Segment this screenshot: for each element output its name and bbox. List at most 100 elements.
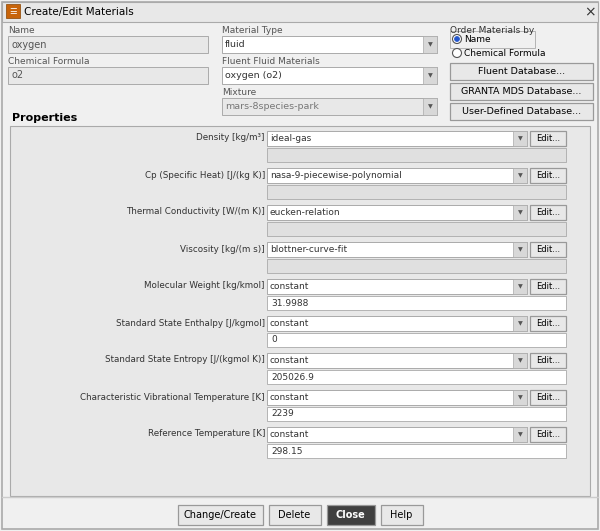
Text: ▼: ▼ bbox=[428, 104, 433, 109]
Text: 298.15: 298.15 bbox=[271, 447, 302, 456]
Text: Properties: Properties bbox=[12, 113, 77, 123]
Text: Help: Help bbox=[391, 510, 413, 520]
Text: nasa-9-piecewise-polynomial: nasa-9-piecewise-polynomial bbox=[270, 171, 402, 180]
Text: fluid: fluid bbox=[225, 40, 245, 49]
Text: eucken-relation: eucken-relation bbox=[270, 208, 341, 217]
Bar bbox=[267, 222, 566, 236]
Bar bbox=[530, 316, 566, 331]
Text: Molecular Weight [kg/kmol]: Molecular Weight [kg/kmol] bbox=[145, 281, 265, 290]
Text: oxygen (o2): oxygen (o2) bbox=[225, 71, 282, 80]
Text: Name: Name bbox=[8, 26, 35, 35]
Circle shape bbox=[455, 37, 460, 41]
Text: Chemical Formula: Chemical Formula bbox=[464, 48, 545, 57]
Text: ▼: ▼ bbox=[518, 210, 523, 215]
Bar bbox=[267, 279, 527, 294]
Bar bbox=[267, 390, 527, 405]
Bar bbox=[267, 148, 566, 162]
Text: ▼: ▼ bbox=[518, 247, 523, 252]
Text: ▼: ▼ bbox=[518, 321, 523, 326]
Bar bbox=[513, 205, 527, 220]
Text: constant: constant bbox=[270, 356, 310, 365]
Bar bbox=[10, 126, 590, 496]
Circle shape bbox=[452, 35, 461, 44]
Text: constant: constant bbox=[270, 282, 310, 291]
Text: Standard State Entropy [J/(kgmol K)]: Standard State Entropy [J/(kgmol K)] bbox=[105, 355, 265, 364]
Text: Fluent Database...: Fluent Database... bbox=[478, 67, 565, 76]
Text: Edit...: Edit... bbox=[536, 319, 560, 328]
Bar bbox=[267, 353, 527, 368]
Text: ▼: ▼ bbox=[518, 395, 523, 400]
Bar bbox=[326, 505, 374, 525]
Bar bbox=[267, 444, 566, 458]
Text: 0: 0 bbox=[271, 336, 277, 345]
Text: Chemical Formula: Chemical Formula bbox=[8, 57, 89, 66]
Bar bbox=[530, 279, 566, 294]
Bar bbox=[222, 98, 437, 115]
Bar bbox=[513, 242, 527, 257]
Bar bbox=[513, 427, 527, 442]
Text: ▼: ▼ bbox=[428, 42, 433, 47]
Text: o2: o2 bbox=[12, 71, 24, 81]
Text: Viscosity [kg/(m s)]: Viscosity [kg/(m s)] bbox=[180, 244, 265, 253]
Text: Standard State Enthalpy [J/kgmol]: Standard State Enthalpy [J/kgmol] bbox=[116, 319, 265, 328]
Bar bbox=[513, 131, 527, 146]
Bar bbox=[267, 185, 566, 199]
Bar bbox=[530, 131, 566, 146]
Bar bbox=[513, 390, 527, 405]
Text: Characteristic Vibrational Temperature [K]: Characteristic Vibrational Temperature [… bbox=[80, 392, 265, 401]
Bar bbox=[267, 242, 527, 257]
Text: Thermal Conductivity [W/(m K)]: Thermal Conductivity [W/(m K)] bbox=[126, 208, 265, 217]
Bar bbox=[530, 353, 566, 368]
Text: Reference Temperature [K]: Reference Temperature [K] bbox=[148, 430, 265, 439]
Text: Density [kg/m³]: Density [kg/m³] bbox=[197, 133, 265, 142]
Bar bbox=[423, 36, 437, 53]
Text: 205026.9: 205026.9 bbox=[271, 373, 314, 381]
Bar bbox=[222, 67, 437, 84]
Text: Edit...: Edit... bbox=[536, 171, 560, 180]
Text: Fluent Fluid Materials: Fluent Fluid Materials bbox=[222, 57, 320, 66]
Text: Delete: Delete bbox=[278, 510, 311, 520]
Text: Edit...: Edit... bbox=[536, 208, 560, 217]
Circle shape bbox=[452, 48, 461, 57]
Bar bbox=[269, 505, 320, 525]
Bar bbox=[222, 36, 437, 53]
Bar bbox=[267, 333, 566, 347]
Text: Name: Name bbox=[464, 35, 491, 44]
Text: 31.9988: 31.9988 bbox=[271, 298, 308, 307]
Text: ▼: ▼ bbox=[518, 432, 523, 437]
Bar bbox=[423, 98, 437, 115]
Bar bbox=[267, 316, 527, 331]
Bar bbox=[450, 31, 535, 48]
Text: GRANTA MDS Database...: GRANTA MDS Database... bbox=[461, 87, 581, 96]
Bar bbox=[8, 67, 208, 84]
Text: Edit...: Edit... bbox=[536, 134, 560, 143]
Bar bbox=[513, 353, 527, 368]
Text: Edit...: Edit... bbox=[536, 356, 560, 365]
Bar bbox=[530, 168, 566, 183]
Text: constant: constant bbox=[270, 430, 310, 439]
Text: Change/Create: Change/Create bbox=[184, 510, 257, 520]
Bar bbox=[450, 83, 593, 100]
Text: ▼: ▼ bbox=[428, 73, 433, 78]
Text: Mixture: Mixture bbox=[222, 88, 256, 97]
Text: constant: constant bbox=[270, 393, 310, 402]
Bar bbox=[530, 242, 566, 257]
Bar bbox=[530, 205, 566, 220]
Text: Close: Close bbox=[335, 510, 365, 520]
Text: ▼: ▼ bbox=[518, 136, 523, 141]
Text: Edit...: Edit... bbox=[536, 245, 560, 254]
Text: ▼: ▼ bbox=[518, 173, 523, 178]
Text: ☰: ☰ bbox=[9, 6, 17, 15]
Bar bbox=[513, 168, 527, 183]
Text: 2239: 2239 bbox=[271, 409, 294, 418]
Bar bbox=[530, 427, 566, 442]
Bar bbox=[178, 505, 263, 525]
Bar bbox=[6, 4, 20, 18]
Text: ideal-gas: ideal-gas bbox=[270, 134, 311, 143]
Bar bbox=[267, 168, 527, 183]
Text: Edit...: Edit... bbox=[536, 430, 560, 439]
Bar bbox=[267, 131, 527, 146]
Bar bbox=[8, 36, 208, 53]
Text: mars-8species-park: mars-8species-park bbox=[225, 102, 319, 111]
Bar bbox=[267, 427, 527, 442]
